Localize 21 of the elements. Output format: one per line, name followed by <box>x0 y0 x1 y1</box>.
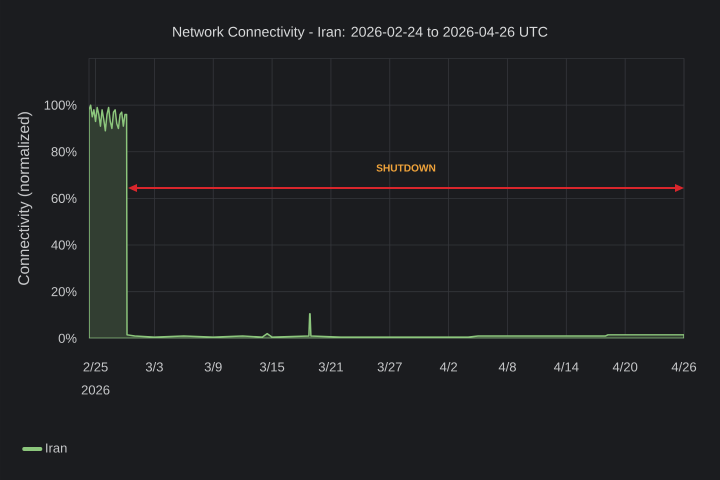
x-tick-label: 3/21 <box>318 362 343 372</box>
x-tick-label: 4/14 <box>554 362 579 372</box>
x-tick-label: 3/15 <box>260 362 284 372</box>
x-tick-label: 3/9 <box>204 362 222 372</box>
y-tick-label: 20% <box>52 287 77 296</box>
x-tick-label: 4/26 <box>672 362 696 372</box>
x-tick-label: 3/3 <box>146 362 163 372</box>
y-tick-label: 80% <box>52 147 77 156</box>
annotation: SHUTDOWN <box>376 164 436 172</box>
x-tick-label: 4/20 <box>612 362 638 372</box>
x-tick-label: 4/8 <box>498 362 516 372</box>
y-tick-label: 60% <box>52 194 77 204</box>
y-tick-label: 100% <box>44 100 76 110</box>
y-axis-title: Connectivity (normalized) <box>18 112 32 285</box>
legend-label: Iran <box>46 444 67 453</box>
y-tick-label: 40% <box>51 240 77 250</box>
x-tick-label: 3/27 <box>378 362 402 372</box>
y-tick-label: 0% <box>58 334 77 343</box>
x-tick-label: 2/25 2026 <box>82 362 110 395</box>
x-tick-label: 4/2 <box>440 362 458 372</box>
chart-title: Network Connectivity - Iran: 2026-02-24 to 2026-04-26 UTC <box>173 26 548 40</box>
